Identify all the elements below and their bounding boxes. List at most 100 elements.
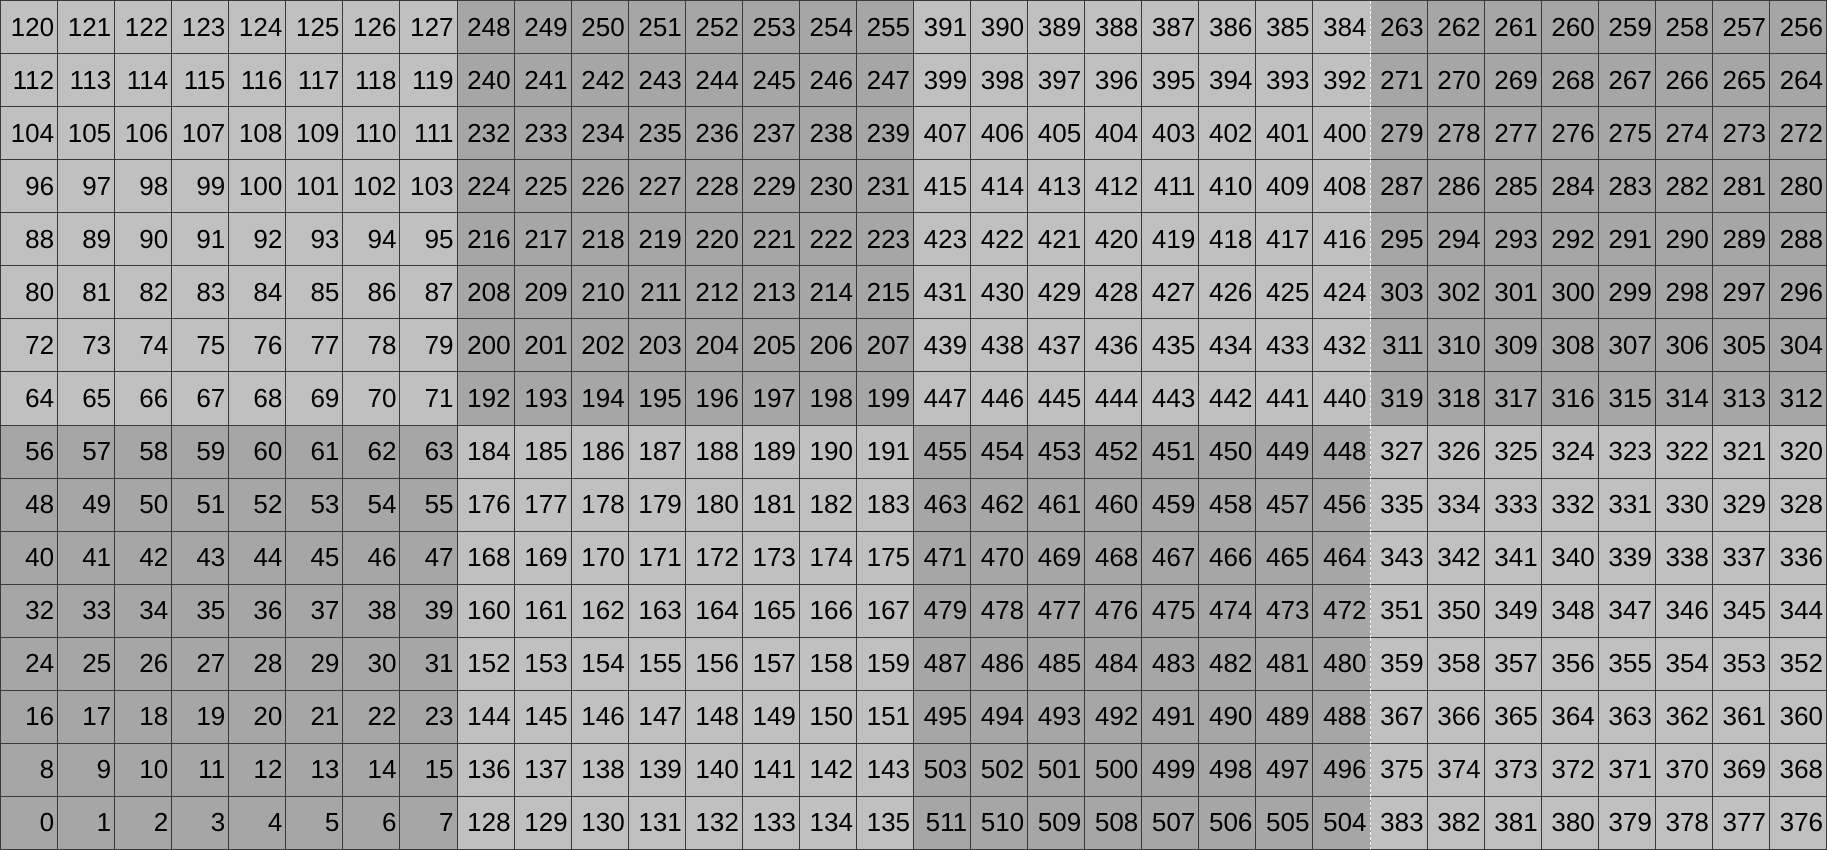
cell[interactable]: 70 bbox=[343, 372, 401, 426]
cell[interactable]: 144 bbox=[457, 690, 515, 744]
cell[interactable]: 393 bbox=[1256, 54, 1314, 108]
cell[interactable]: 213 bbox=[742, 266, 800, 320]
cell[interactable]: 417 bbox=[1256, 213, 1314, 267]
cell[interactable]: 2 bbox=[115, 796, 173, 850]
cell[interactable]: 60 bbox=[229, 425, 287, 479]
cell[interactable]: 297 bbox=[1712, 266, 1770, 320]
cell[interactable]: 436 bbox=[1085, 319, 1143, 373]
cell[interactable]: 69 bbox=[286, 372, 344, 426]
cell[interactable]: 303 bbox=[1370, 266, 1428, 320]
cell[interactable]: 33 bbox=[58, 584, 116, 638]
cell[interactable]: 137 bbox=[514, 743, 572, 797]
cell[interactable]: 86 bbox=[343, 266, 401, 320]
cell[interactable]: 199 bbox=[856, 372, 914, 426]
cell[interactable]: 394 bbox=[1199, 54, 1257, 108]
cell[interactable]: 367 bbox=[1370, 690, 1428, 744]
cell[interactable]: 257 bbox=[1712, 1, 1770, 55]
cell[interactable]: 12 bbox=[229, 743, 287, 797]
cell[interactable]: 463 bbox=[914, 478, 972, 532]
cell[interactable]: 439 bbox=[914, 319, 972, 373]
cell[interactable]: 244 bbox=[685, 54, 743, 108]
cell[interactable]: 146 bbox=[571, 690, 629, 744]
cell[interactable]: 31 bbox=[400, 637, 458, 691]
cell[interactable]: 495 bbox=[914, 690, 972, 744]
cell[interactable]: 409 bbox=[1256, 160, 1314, 214]
cell[interactable]: 36 bbox=[229, 584, 287, 638]
cell[interactable]: 334 bbox=[1427, 478, 1485, 532]
cell[interactable]: 283 bbox=[1598, 160, 1656, 214]
cell[interactable]: 318 bbox=[1427, 372, 1485, 426]
cell[interactable]: 304 bbox=[1769, 319, 1827, 373]
cell[interactable]: 386 bbox=[1199, 1, 1257, 55]
cell[interactable]: 321 bbox=[1712, 425, 1770, 479]
cell[interactable]: 125 bbox=[286, 1, 344, 55]
cell[interactable]: 330 bbox=[1655, 478, 1713, 532]
cell[interactable]: 390 bbox=[971, 1, 1029, 55]
cell[interactable]: 173 bbox=[742, 531, 800, 585]
cell[interactable]: 453 bbox=[1028, 425, 1086, 479]
cell[interactable]: 350 bbox=[1427, 584, 1485, 638]
cell[interactable]: 258 bbox=[1655, 1, 1713, 55]
cell[interactable]: 331 bbox=[1598, 478, 1656, 532]
cell[interactable]: 296 bbox=[1769, 266, 1827, 320]
cell[interactable]: 224 bbox=[457, 160, 515, 214]
cell[interactable]: 188 bbox=[685, 425, 743, 479]
cell[interactable]: 454 bbox=[971, 425, 1029, 479]
cell[interactable]: 492 bbox=[1085, 690, 1143, 744]
cell[interactable]: 152 bbox=[457, 637, 515, 691]
cell[interactable]: 114 bbox=[115, 54, 173, 108]
cell[interactable]: 24 bbox=[1, 637, 59, 691]
cell[interactable]: 505 bbox=[1256, 796, 1314, 850]
cell[interactable]: 208 bbox=[457, 266, 515, 320]
cell[interactable]: 447 bbox=[914, 372, 972, 426]
cell[interactable]: 444 bbox=[1085, 372, 1143, 426]
cell[interactable]: 231 bbox=[856, 160, 914, 214]
cell[interactable]: 11 bbox=[172, 743, 230, 797]
cell[interactable]: 34 bbox=[115, 584, 173, 638]
cell[interactable]: 135 bbox=[856, 796, 914, 850]
cell[interactable]: 358 bbox=[1427, 637, 1485, 691]
cell[interactable]: 23 bbox=[400, 690, 458, 744]
cell[interactable]: 101 bbox=[286, 160, 344, 214]
cell[interactable]: 404 bbox=[1085, 107, 1143, 161]
cell[interactable]: 14 bbox=[343, 743, 401, 797]
cell[interactable]: 264 bbox=[1769, 54, 1827, 108]
cell[interactable]: 278 bbox=[1427, 107, 1485, 161]
cell[interactable]: 115 bbox=[172, 54, 230, 108]
cell[interactable]: 107 bbox=[172, 107, 230, 161]
cell[interactable]: 41 bbox=[58, 531, 116, 585]
cell[interactable]: 157 bbox=[742, 637, 800, 691]
cell[interactable]: 87 bbox=[400, 266, 458, 320]
cell[interactable]: 155 bbox=[628, 637, 686, 691]
cell[interactable]: 230 bbox=[799, 160, 857, 214]
cell[interactable]: 17 bbox=[58, 690, 116, 744]
cell[interactable]: 67 bbox=[172, 372, 230, 426]
cell[interactable]: 203 bbox=[628, 319, 686, 373]
cell[interactable]: 129 bbox=[514, 796, 572, 850]
cell[interactable]: 507 bbox=[1142, 796, 1200, 850]
cell[interactable]: 418 bbox=[1199, 213, 1257, 267]
cell[interactable]: 494 bbox=[971, 690, 1029, 744]
cell[interactable]: 323 bbox=[1598, 425, 1656, 479]
cell[interactable]: 366 bbox=[1427, 690, 1485, 744]
cell[interactable]: 363 bbox=[1598, 690, 1656, 744]
cell[interactable]: 316 bbox=[1541, 372, 1599, 426]
cell[interactable]: 287 bbox=[1370, 160, 1428, 214]
cell[interactable]: 181 bbox=[742, 478, 800, 532]
cell[interactable]: 191 bbox=[856, 425, 914, 479]
cell[interactable]: 326 bbox=[1427, 425, 1485, 479]
cell[interactable]: 275 bbox=[1598, 107, 1656, 161]
cell[interactable]: 406 bbox=[971, 107, 1029, 161]
cell[interactable]: 166 bbox=[799, 584, 857, 638]
cell[interactable]: 293 bbox=[1484, 213, 1542, 267]
cell[interactable]: 37 bbox=[286, 584, 344, 638]
cell[interactable]: 64 bbox=[1, 372, 59, 426]
cell[interactable]: 294 bbox=[1427, 213, 1485, 267]
cell[interactable]: 182 bbox=[799, 478, 857, 532]
cell[interactable]: 243 bbox=[628, 54, 686, 108]
cell[interactable]: 376 bbox=[1769, 796, 1827, 850]
cell[interactable]: 197 bbox=[742, 372, 800, 426]
cell[interactable]: 214 bbox=[799, 266, 857, 320]
cell[interactable]: 122 bbox=[115, 1, 173, 55]
cell[interactable]: 28 bbox=[229, 637, 287, 691]
